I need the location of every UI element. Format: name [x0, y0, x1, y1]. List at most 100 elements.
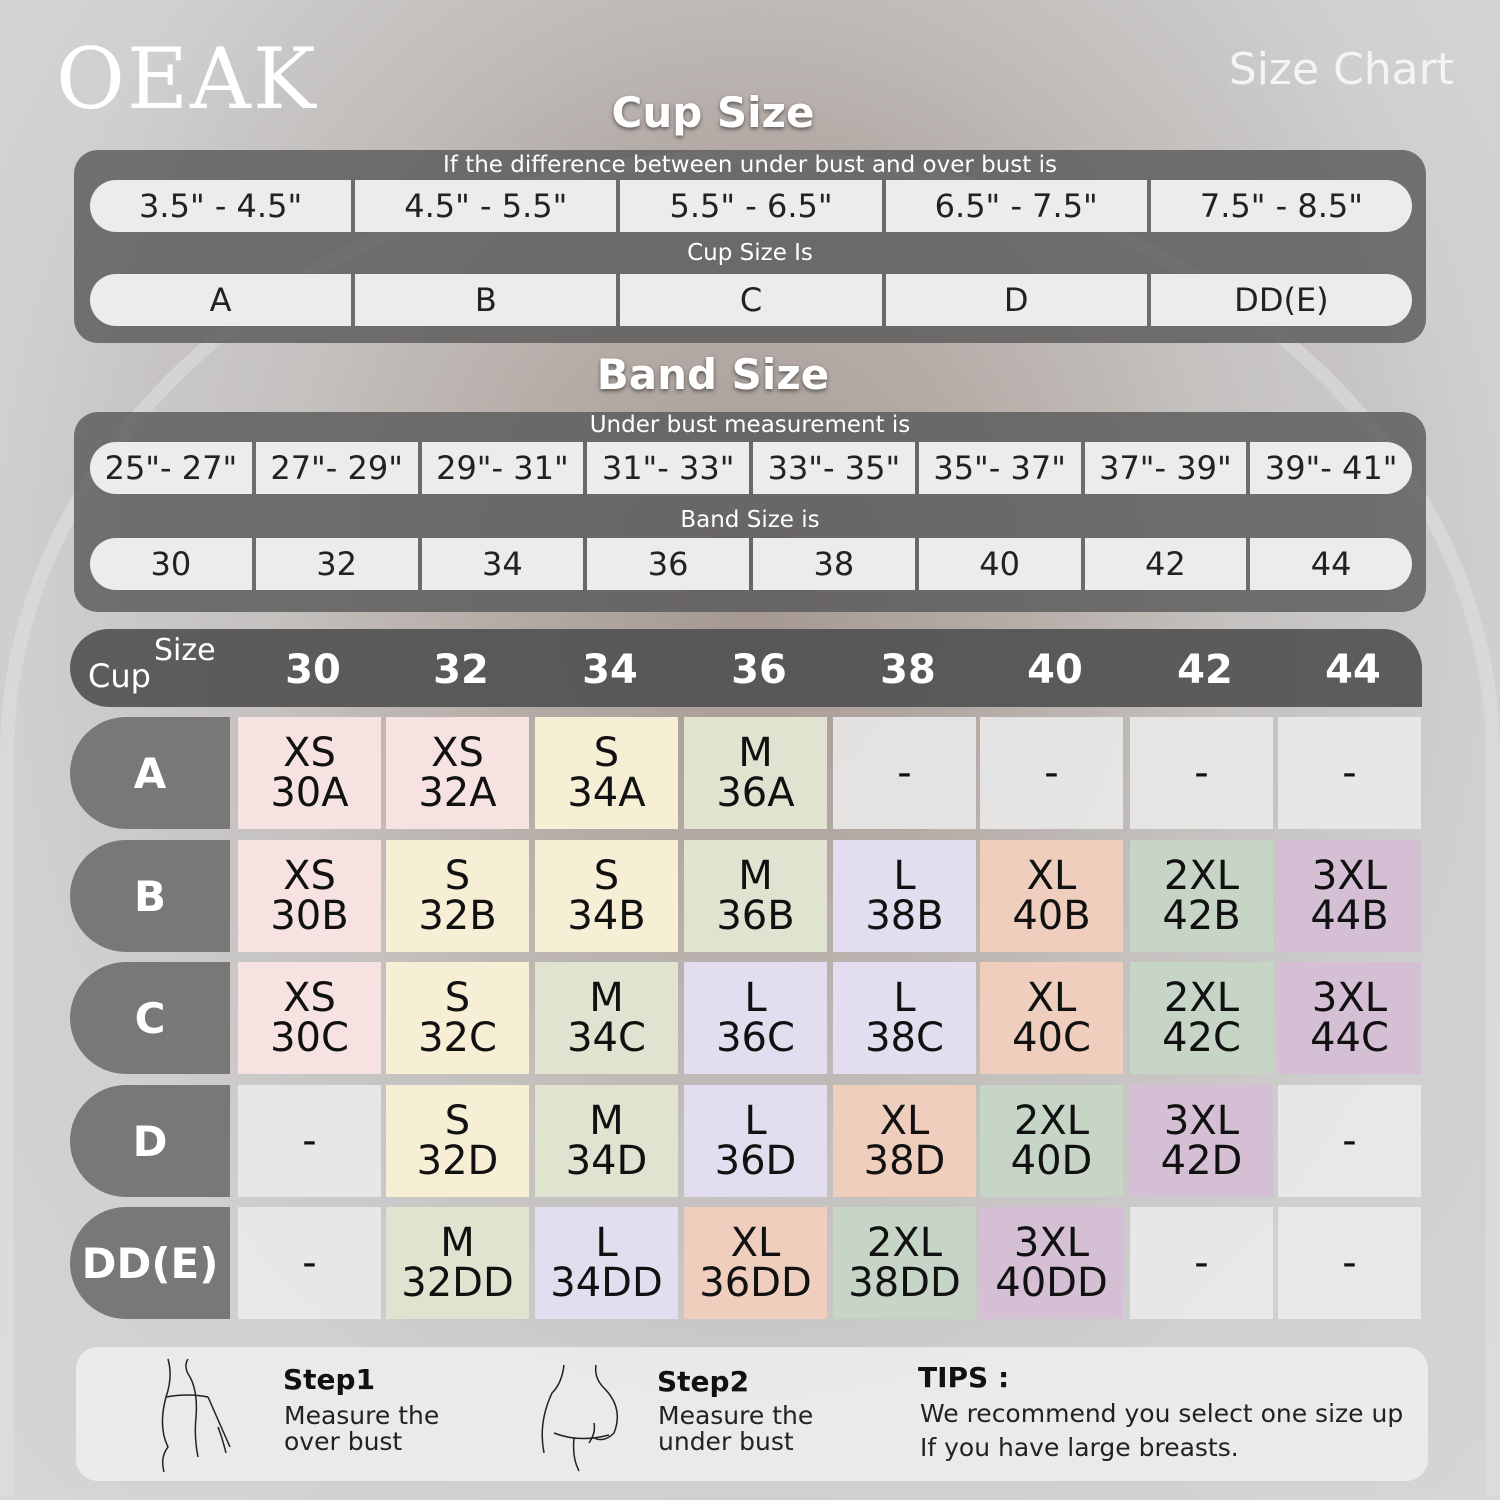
size-cell: S 34A [535, 717, 678, 829]
empty-cell: - [1278, 717, 1421, 829]
bra-size-code: 42C [1162, 1015, 1241, 1061]
size-letter: 2XL [1163, 853, 1240, 899]
size-cell: XL 40B [980, 840, 1123, 952]
band-pill: 36 [587, 538, 749, 590]
cup-pill: DD(E) [1150, 274, 1413, 326]
bra-size-code: 36B [716, 893, 795, 939]
bra-size-code: 38DD [848, 1260, 961, 1306]
no-size-dash: - [1342, 1240, 1357, 1286]
no-size-dash: - [1342, 1118, 1357, 1164]
empty-cell: - [1278, 1207, 1421, 1319]
bra-size-code: 42D [1160, 1138, 1243, 1184]
size-letter: M [589, 975, 624, 1021]
size-cell: XS 30B [238, 840, 381, 952]
step2-title: Step2 [657, 1365, 750, 1398]
size-cell: L 36C [684, 962, 827, 1074]
size-letter: XS [431, 730, 484, 776]
column-header: 38 [880, 647, 936, 693]
column-header: 42 [1177, 647, 1233, 693]
no-size-dash: - [1342, 750, 1357, 796]
bra-size-code: 32A [418, 770, 497, 816]
column-header: 36 [731, 647, 787, 693]
difference-row: 3.5" - 4.5" 4.5" - 5.5" 5.5" - 6.5" 6.5" - … [90, 180, 1413, 232]
empty-cell: - [238, 1207, 381, 1319]
band-pill: 38 [753, 538, 915, 590]
band-pill: 44 [1250, 538, 1412, 590]
difference-pill: 4.5" - 5.5" [355, 180, 617, 232]
corner-size-label: Size [154, 633, 216, 668]
difference-pill: 6.5" - 7.5" [885, 180, 1147, 232]
difference-pill: 7.5" - 8.5" [1150, 180, 1413, 232]
bra-size-code: 40C [1012, 1015, 1091, 1061]
size-letter: 3XL [1013, 1220, 1090, 1266]
band-size-title: Band Size [596, 350, 830, 399]
size-letter: S [444, 853, 471, 899]
bra-size-code: 40B [1012, 893, 1091, 939]
range-pill: 25"- 27" [90, 442, 252, 494]
size-letter: 3XL [1311, 853, 1388, 899]
size-letter: XL [879, 1098, 930, 1144]
size-letter: S [444, 975, 471, 1021]
column-header: 34 [582, 647, 638, 693]
size-letter: L [595, 1220, 618, 1266]
range-pill: 35"- 37" [918, 442, 1081, 494]
size-cell: 3XL 42D [1130, 1085, 1273, 1197]
size-letter: XL [730, 1220, 781, 1266]
band-pill: 34 [421, 538, 584, 590]
empty-cell: - [833, 717, 976, 829]
cup-pill: A [90, 274, 352, 326]
range-pill: 27"- 29" [255, 442, 418, 494]
no-size-dash: - [302, 1240, 317, 1286]
no-size-dash: - [302, 1118, 317, 1164]
cup-pill: C [620, 274, 882, 326]
row-label-cup: D [70, 1085, 230, 1197]
size-cell: M 34C [535, 962, 678, 1074]
grid-header: Cup Size 30 32 34 36 38 40 42 44 [70, 629, 1422, 707]
step1-title: Step1 [283, 1363, 376, 1396]
range-pill: 31"- 33" [587, 442, 749, 494]
size-cell: 2XL 40D [980, 1085, 1123, 1197]
size-cell: M 36A [684, 717, 827, 829]
chart-title: Size Chart [1228, 44, 1454, 95]
band-pill: 30 [90, 538, 252, 590]
band-caption-top: Under bust measurement is [589, 412, 911, 438]
size-letter: 3XL [1311, 975, 1388, 1021]
band-row: 30 32 34 36 38 40 42 44 [90, 538, 1412, 590]
cup-pill: B [355, 274, 617, 326]
bra-size-code: 40DD [995, 1260, 1108, 1306]
cup-size-title: Cup Size [611, 88, 815, 137]
size-letter: M [738, 730, 773, 776]
range-pill: 37"- 39" [1084, 442, 1247, 494]
no-size-dash: - [1194, 1240, 1209, 1286]
size-letter: S [593, 730, 620, 776]
no-size-dash: - [1194, 750, 1209, 796]
size-letter: L [893, 975, 916, 1021]
no-size-dash: - [1044, 750, 1059, 796]
bra-size-code: 40D [1010, 1138, 1093, 1184]
cup-caption-top: If the difference between under bust and… [443, 152, 1057, 178]
size-letter: 3XL [1163, 1098, 1240, 1144]
step1-text: Measure the over bust [284, 1401, 440, 1456]
size-cell: XL 40C [980, 962, 1123, 1074]
bra-size-code: 32D [416, 1138, 499, 1184]
cup-pill: D [885, 274, 1147, 326]
range-pill: 33"- 35" [753, 442, 915, 494]
size-letter: 2XL [1163, 975, 1240, 1021]
size-letter: M [738, 853, 773, 899]
column-header: 30 [285, 647, 341, 693]
size-letter: XS [283, 975, 336, 1021]
size-cell: 2XL 42B [1130, 840, 1273, 952]
size-letter: 2XL [1013, 1098, 1090, 1144]
bra-size-code: 36DD [699, 1260, 812, 1306]
size-cell: L 34DD [535, 1207, 678, 1319]
bra-size-code: 38C [865, 1015, 944, 1061]
column-header: 44 [1325, 647, 1381, 693]
bra-size-code: 34B [567, 893, 646, 939]
tips-line-1: We recommend you select one size up [920, 1399, 1404, 1428]
band-size-panel: Under bust measurement is 25"- 27" 27"- 2… [74, 412, 1426, 612]
band-pill: 42 [1084, 538, 1247, 590]
bra-size-code: 34A [567, 770, 646, 816]
bra-size-code: 30B [270, 893, 349, 939]
size-cell: 2XL 38DD [833, 1207, 976, 1319]
